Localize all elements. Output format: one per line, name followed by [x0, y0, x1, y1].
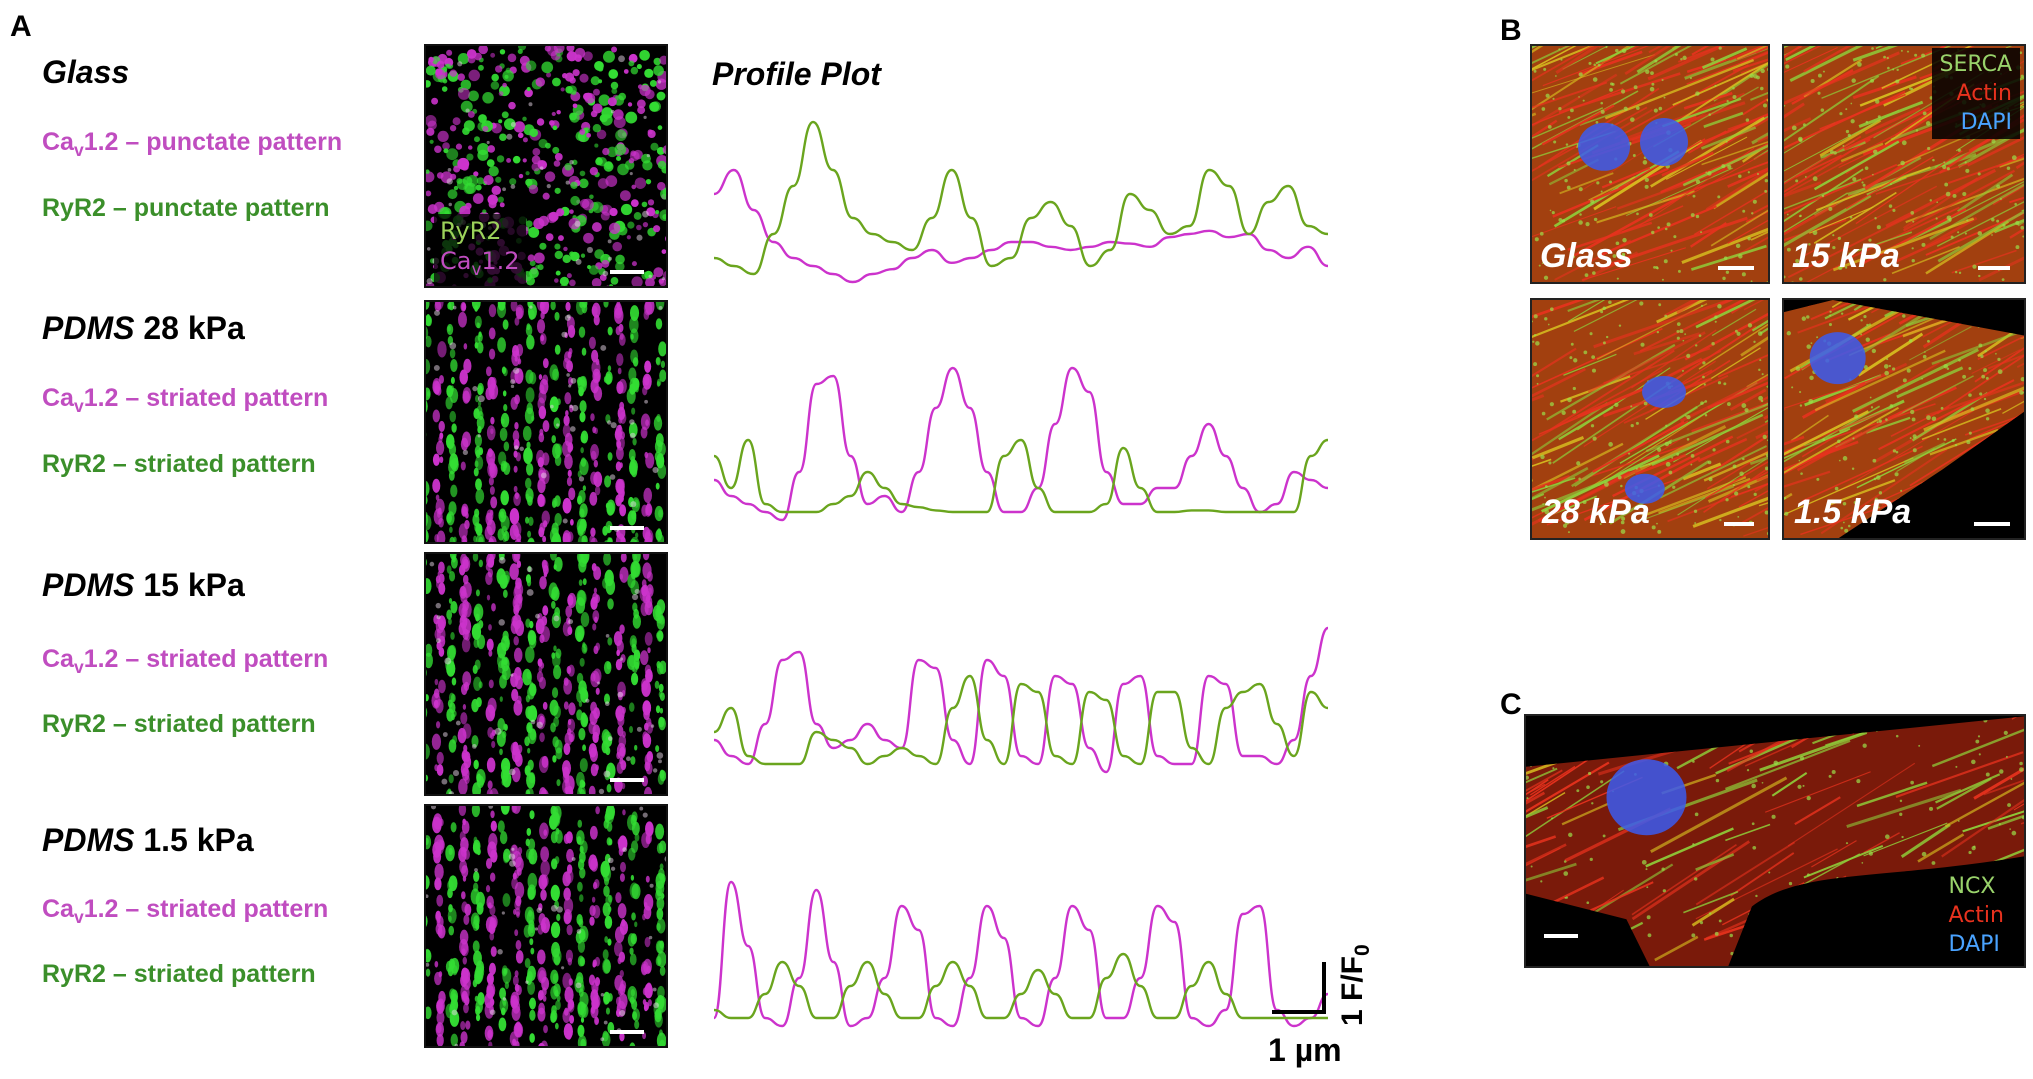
- inset-ryr2: RyR2: [440, 217, 502, 245]
- cav-label-pdms-28: Cav1.2 – striated pattern: [42, 384, 329, 416]
- profile-row-3: [712, 880, 1329, 1028]
- profile-row-1: [713, 366, 1329, 522]
- profile-scale-bar-x: [1272, 1010, 1326, 1014]
- legend-serca: SERCA: [1939, 52, 2012, 77]
- micrograph-pdms-1-5-image: [426, 806, 666, 1046]
- panel-c-legend: NCX Actin DAPI: [1949, 872, 2004, 959]
- cell-image-15kpa: SERCA Actin DAPI 15 kPa: [1782, 44, 2026, 284]
- micrograph-pdms-1-5: [424, 804, 668, 1048]
- cav-label-pdms-1-5: Cav1.2 – striated pattern: [42, 895, 329, 927]
- nucleus: [1606, 759, 1687, 836]
- substrate-name: Glass: [42, 54, 130, 90]
- legend-dapi: DAPI: [1948, 932, 2000, 957]
- profile-line-ryr2: [713, 952, 1328, 1020]
- cell-scale-bar: [1718, 266, 1754, 270]
- profile-plot-title: Profile Plot: [712, 56, 881, 92]
- ryr-label-pdms-1-5: RyR2 – striated pattern: [42, 960, 316, 988]
- legend-dapi: DAPI: [1960, 110, 2012, 135]
- cell-texture: [1532, 300, 1768, 538]
- micrograph-glass: RyR2 Cav1.2: [424, 44, 668, 288]
- micrograph-pdms-28-image: [426, 302, 666, 542]
- profile-scale-y-text: 1 F/F0: [1336, 944, 1374, 1026]
- nucleus: [1624, 473, 1665, 504]
- cell-scale-bar: [1978, 266, 2010, 270]
- cav-label-glass: Cav1.2 – punctate pattern: [42, 128, 343, 160]
- micrograph-scale-bar: [610, 778, 644, 782]
- nucleus: [1640, 118, 1688, 166]
- micrograph-scale-bar: [610, 1030, 644, 1034]
- row-title-pdms-28: PDMS 28 kPa: [42, 310, 245, 347]
- profile-row-2: [713, 626, 1329, 774]
- nucleus: [1642, 375, 1686, 408]
- legend-ncx: NCX: [1948, 874, 1996, 899]
- legend-actin: Actin: [1948, 903, 2004, 928]
- row-title-glass: Glass: [42, 54, 129, 91]
- profile-row-0: [713, 120, 1329, 284]
- ryr-label-glass: RyR2 – punctate pattern: [42, 194, 330, 222]
- ryr-label-pdms-28: RyR2 – striated pattern: [42, 450, 316, 478]
- profile-line-ryr2: [713, 674, 1329, 766]
- profile-scale-bar-y: [1322, 962, 1326, 1014]
- speckle-dots: [426, 302, 666, 542]
- stiffness-value: 15 kPa: [143, 567, 245, 603]
- legend-actin: Actin: [1956, 81, 2012, 106]
- nucleus: [1809, 332, 1866, 385]
- micrograph-pdms-15-image: [426, 554, 666, 794]
- profile-plot: [712, 120, 1329, 1028]
- micrograph-pdms-15: [424, 552, 668, 796]
- cell-image-ncx-photo: [1526, 716, 2024, 966]
- substrate-name: PDMS: [42, 310, 135, 346]
- substrate-name: PDMS: [42, 822, 135, 858]
- cell-scale-bar: [1974, 522, 2010, 526]
- cell-image-label: 28 kPa: [1542, 493, 1650, 531]
- panel-b-legend: SERCA Actin DAPI: [1931, 48, 2020, 139]
- speckle-dots: [426, 554, 666, 794]
- speckle-dots: [426, 806, 666, 1046]
- cell-scale-bar: [1544, 934, 1578, 938]
- inset-cav12: Cav1.2: [440, 247, 520, 279]
- ryr-label-pdms-15: RyR2 – striated pattern: [42, 710, 316, 738]
- row-title-pdms-15: PDMS 15 kPa: [42, 567, 245, 604]
- micrograph-inset-legend: RyR2 Cav1.2: [434, 214, 526, 286]
- micrograph-scale-bar: [610, 270, 644, 274]
- stiffness-value: 28 kPa: [143, 310, 245, 346]
- cell-image-28kpa: 28 kPa: [1530, 298, 1770, 540]
- stiffness-value: 1.5 kPa: [143, 822, 254, 858]
- cell-image-1-5kpa: 1.5 kPa: [1782, 298, 2026, 540]
- profile-line-ryr2: [713, 120, 1329, 276]
- cell-scale-bar: [1724, 522, 1754, 526]
- cell-image-28kpa-photo: [1532, 300, 1768, 538]
- cell-image-ncx: NCX Actin DAPI: [1524, 714, 2026, 968]
- cav-label-pdms-15: Cav1.2 – striated pattern: [42, 645, 329, 677]
- cell-image-1-5kpa-photo: [1784, 300, 2024, 538]
- cell-image-label: 15 kPa: [1792, 237, 1900, 275]
- substrate-name: PDMS: [42, 567, 135, 603]
- cell-image-glass: Glass: [1530, 44, 1770, 284]
- panel-letter-b: B: [1500, 14, 1522, 47]
- row-title-pdms-1-5: PDMS 1.5 kPa: [42, 822, 254, 859]
- nucleus: [1578, 122, 1630, 171]
- cell-image-label: Glass: [1540, 237, 1633, 275]
- panel-letter-c: C: [1500, 688, 1522, 721]
- profile-line-ryr2: [713, 438, 1329, 514]
- panel-letter-a: A: [10, 10, 32, 43]
- micrograph-pdms-28: [424, 300, 668, 544]
- cell-image-glass-photo: [1532, 46, 1768, 282]
- profile-scale-x-label: 1 µm: [1268, 1032, 1342, 1068]
- profile-line-cav12: [713, 366, 1329, 522]
- profile-scale-y-label: 1 F/F0: [1336, 944, 1375, 1026]
- cell-texture: [1532, 46, 1768, 282]
- profile-line-cav12: [713, 168, 1329, 284]
- cell-image-label: 1.5 kPa: [1794, 493, 1912, 531]
- profile-line-cav12: [712, 880, 1329, 1028]
- profile-line-cav12: [713, 626, 1329, 774]
- micrograph-scale-bar: [610, 526, 644, 530]
